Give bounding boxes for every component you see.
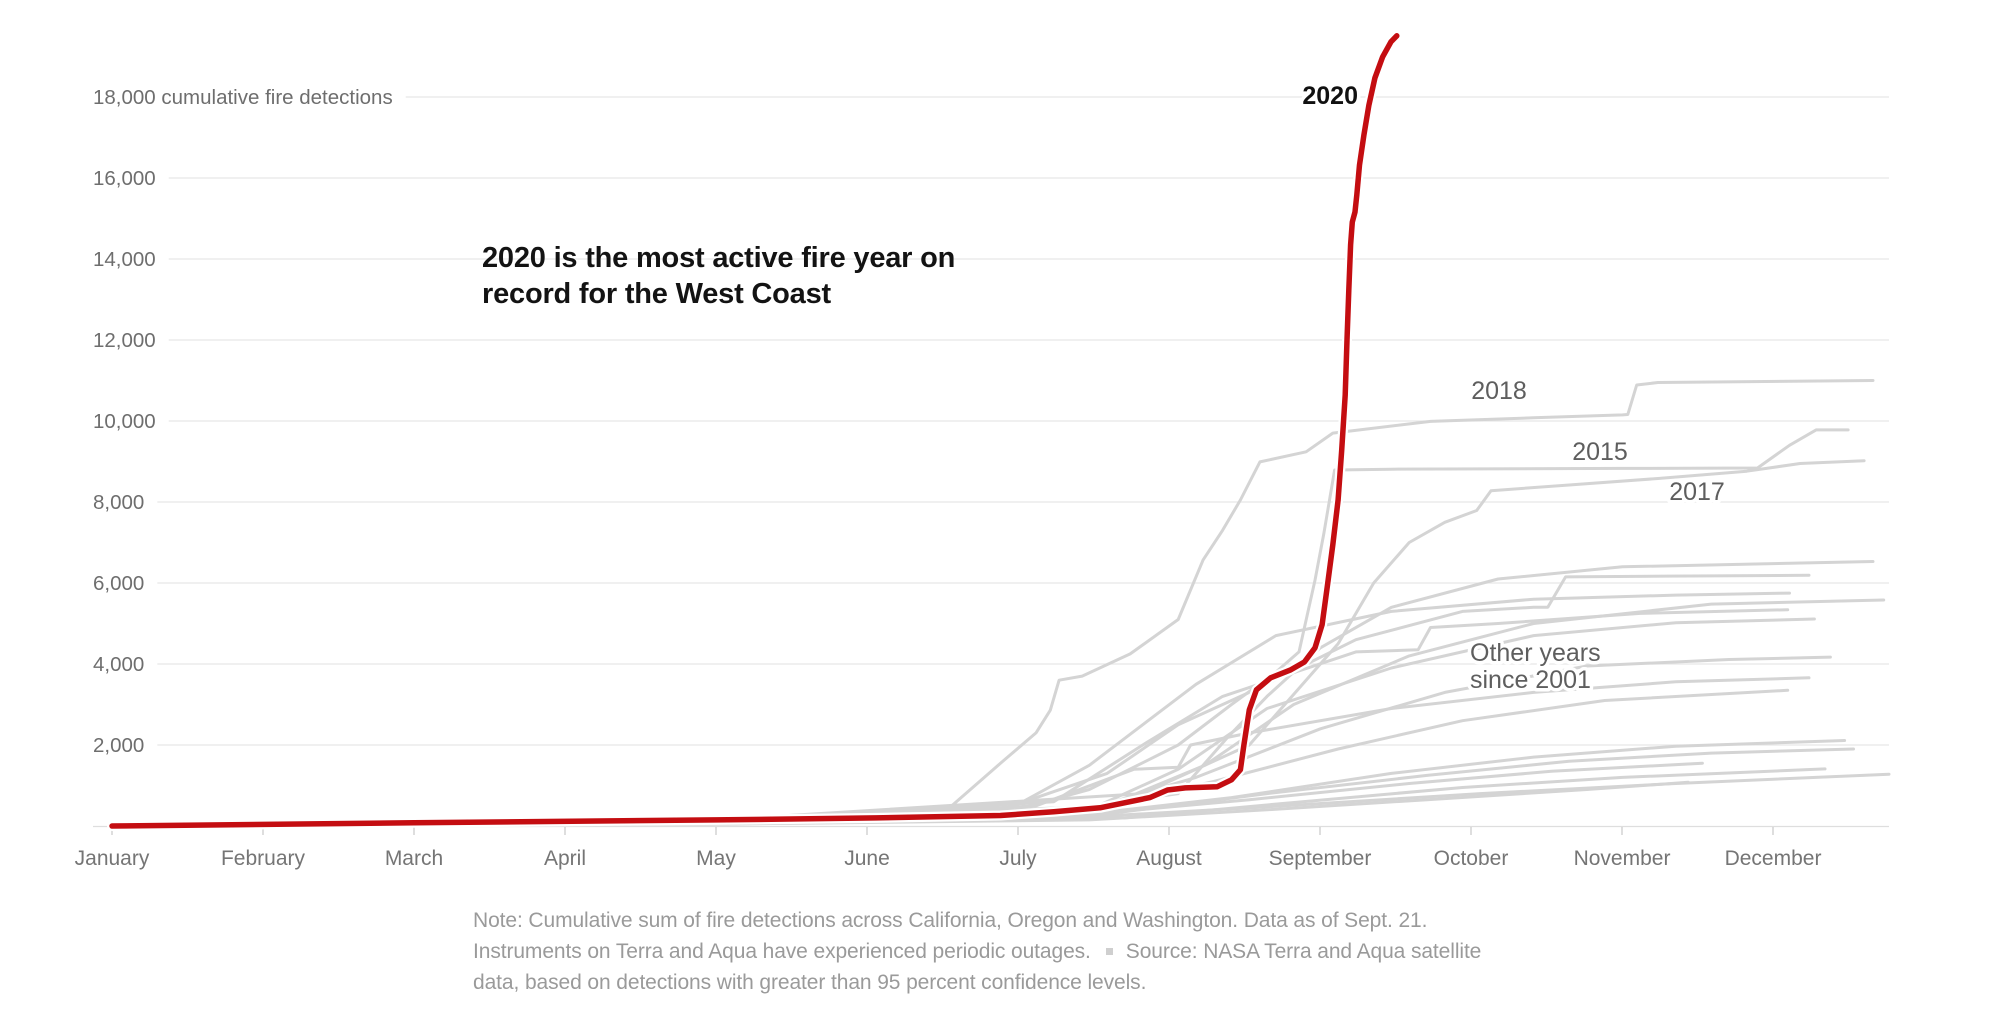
annotation-2018: 2018: [1471, 377, 1527, 405]
line-other-4: [110, 598, 1886, 828]
y-tick-label: 4,000: [93, 653, 144, 676]
annotation-since-2001: since 2001: [1470, 666, 1591, 694]
month-label: May: [696, 847, 736, 870]
month-label: March: [385, 847, 443, 870]
line-2017: [110, 459, 1866, 828]
note-line2: Instruments on Terra and Aqua have exper…: [473, 936, 1481, 967]
line-2018: [110, 379, 1875, 828]
month-label: September: [1269, 847, 1372, 870]
month-label: April: [544, 847, 586, 870]
y-tick-label: 6,000: [93, 572, 144, 595]
y-tick-label: 18,000 cumulative fire detections: [93, 86, 393, 109]
annotation-2020: 2020: [1302, 82, 1358, 110]
annotation-2017: 2017: [1669, 478, 1725, 506]
month-label: August: [1136, 847, 1202, 870]
month-label: June: [844, 847, 890, 870]
y-tick-label: 14,000: [93, 248, 156, 271]
y-tick-label: 10,000: [93, 410, 156, 433]
y-tick-label: 12,000: [93, 329, 156, 352]
note-line1: Note: Cumulative sum of fire detections …: [473, 909, 1428, 932]
chart-title-line1: 2020 is the most active fire year on: [482, 242, 956, 274]
square-bullet-icon: [1105, 947, 1113, 955]
annotation-2015: 2015: [1572, 438, 1628, 466]
line-2015: [110, 428, 1850, 828]
month-label: January: [75, 847, 150, 870]
month-label: February: [221, 847, 306, 870]
y-tick-label: 16,000: [93, 167, 156, 190]
chart-title-line2: record for the West Coast: [482, 278, 831, 310]
chart-title: 2020 is the most active fire year on rec…: [482, 240, 955, 312]
y-tick-label: 8,000: [93, 491, 144, 514]
annotation-other-years: Other years: [1470, 639, 1601, 667]
y-tick-label: 2,000: [93, 734, 144, 757]
chart-note: Note: Cumulative sum of fire detections …: [473, 905, 1481, 998]
line-2020: [109, 33, 1400, 829]
note-line2-text: Instruments on Terra and Aqua have exper…: [473, 940, 1091, 963]
note-line3: data, based on detections with greater t…: [473, 971, 1147, 994]
month-label: July: [999, 847, 1037, 870]
month-label: October: [1434, 847, 1509, 870]
month-label: December: [1725, 847, 1822, 870]
note-source-text: Source: NASA Terra and Aqua satellite: [1125, 940, 1482, 963]
month-label: November: [1574, 847, 1671, 870]
